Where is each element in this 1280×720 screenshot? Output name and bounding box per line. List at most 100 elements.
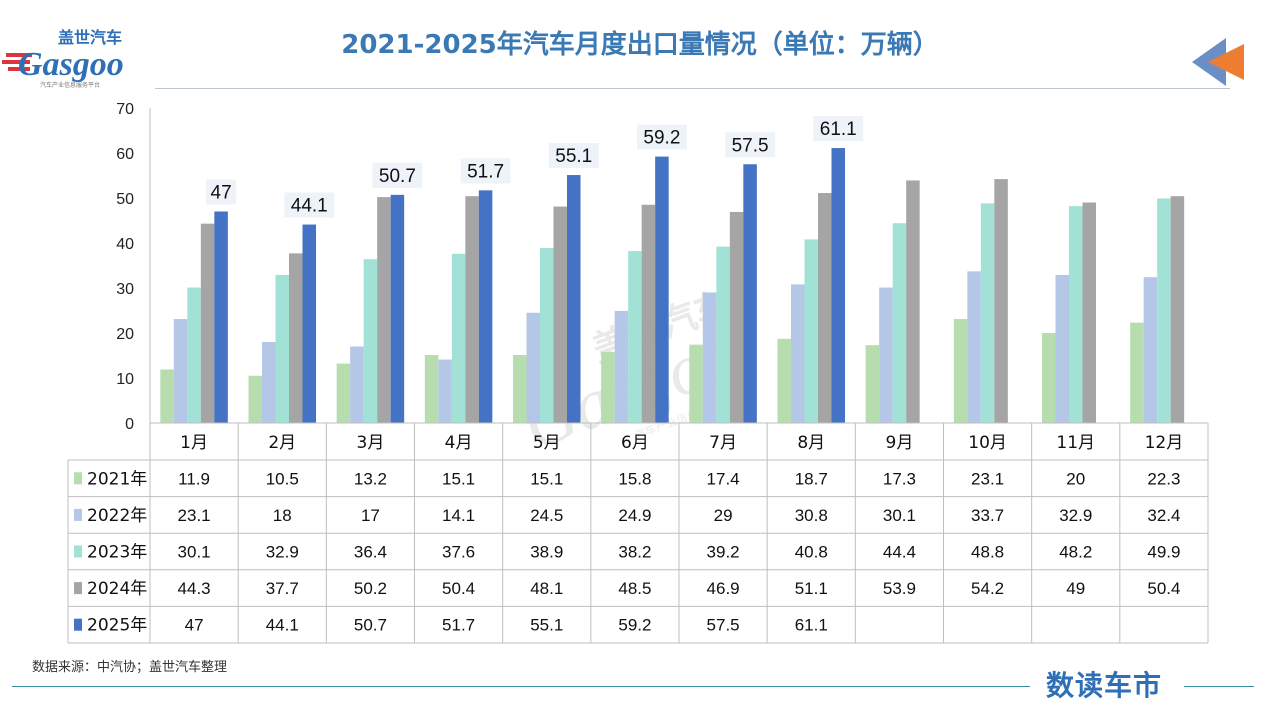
arrow-orange-part [1208,44,1244,80]
bar-2021年-6月 [601,351,615,423]
bar-2025年-1月 [214,211,228,423]
y-tick-label: 40 [116,236,134,253]
y-tick-label: 50 [116,191,134,208]
table-cell: 38.2 [618,543,651,562]
bar-2023年-1月 [187,287,201,423]
table-cell: 37.7 [266,579,299,598]
y-tick-label: 60 [116,146,134,163]
y-tick-label: 10 [116,371,134,388]
bar-2023年-4月 [451,253,466,423]
table-cell: 32.9 [266,543,299,562]
bar-2023年-12月 [1157,198,1171,423]
data-label-2025-1月: 47 [211,183,232,204]
table-cell: 13.2 [354,469,387,488]
table-cell: 18.7 [795,469,828,488]
table-cell: 51.7 [442,616,475,635]
table-cell: 48.5 [618,579,651,598]
data-label-2025-6月: 59.2 [643,128,680,149]
bar-2024年-9月 [906,180,920,423]
table-cell: 17.4 [707,469,740,488]
bar-2023年-3月 [363,259,378,423]
x-tick-label-7月: 7月 [709,433,737,453]
data-label-bg [372,162,423,188]
bar-2022年-1月 [173,319,188,423]
table-cell: 32.9 [1059,506,1092,525]
footer-divider-left [12,686,1030,687]
data-label-2025-2月: 44.1 [291,196,328,217]
bar-2021年-7月 [689,344,703,423]
table-cell: 40.8 [795,543,828,562]
table-cell: 30.1 [178,543,211,562]
table-cell: 11.9 [178,469,210,488]
data-source-note: 数据来源：中汽协；盖世汽车整理 [32,660,228,675]
y-tick-label: 70 [116,101,134,118]
x-tick-label-12月: 12月 [1145,433,1184,453]
bar-2023年-8月 [804,239,818,423]
bar-2024年-2月 [289,253,303,423]
data-label-2025-4月: 51.7 [467,161,504,182]
table-cell: 44.3 [178,579,211,598]
bar-2022年-11月 [1055,274,1069,423]
table-cell: 54.2 [971,579,1004,598]
bar-2021年-10月 [953,319,968,423]
bar-2021年-9月 [865,345,880,423]
table-cell: 20 [1066,469,1085,488]
bar-2023年-9月 [892,223,907,423]
bar-2023年-10月 [980,203,995,423]
table-cell: 22.3 [1147,469,1180,488]
table-cell: 30.8 [795,506,828,525]
data-label-bg [636,124,687,150]
x-tick-label-3月: 3月 [357,433,385,453]
table-cell: 51.1 [795,579,828,598]
bar-2024年-11月 [1082,202,1096,423]
table-cell: 15.1 [530,469,563,488]
bar-2024年-6月 [641,204,656,423]
x-tick-label-10月: 10月 [968,433,1007,453]
table-cell: 10.5 [266,469,299,488]
table-cell: 32.4 [1147,506,1180,525]
table-cell: 30.1 [883,506,916,525]
bar-2025年-5月 [567,175,581,423]
data-label-bg [284,192,335,218]
data-label-2025-7月: 57.5 [732,135,769,156]
bar-2023年-7月 [716,246,730,423]
table-cell: 33.7 [971,506,1004,525]
bar-2022年-7月 [702,292,717,423]
table-cell: 50.7 [354,616,387,635]
table-cell: 46.9 [707,579,740,598]
x-tick-label-8月: 8月 [797,433,825,453]
x-tick-label-11月: 11月 [1056,433,1095,453]
chart-title: 2021-2025年汽车月度出口量情况（单位：万辆） [341,30,939,60]
table-cell: 48.8 [971,543,1004,562]
bar-2023年-5月 [540,247,554,423]
legend-label-2023年: 2023年 [87,543,147,563]
table-cell: 59.2 [618,616,651,635]
data-label-bg [813,116,864,142]
bar-2021年-3月 [336,363,351,423]
table-cell: 14.1 [442,506,475,525]
bar-2025年-2月 [302,224,316,423]
bar-2022年-9月 [879,287,893,423]
bar-2023年-11月 [1069,206,1083,423]
bar-2021年-4月 [424,355,439,423]
bar-2021年-12月 [1130,322,1144,423]
bar-2022年-3月 [350,346,364,423]
table-cell: 49.9 [1147,543,1180,562]
brand-tag: 数读车市 [1046,669,1163,702]
table-cell: 44.4 [883,543,916,562]
table-cell: 53.9 [883,579,916,598]
bar-2022年-10月 [967,271,981,423]
logo-en-text: Gasgoo [18,46,124,83]
bar-2024年-12月 [1170,196,1185,423]
y-tick-label: 20 [116,326,134,343]
table-cell: 24.9 [618,506,651,525]
table-cell: 17.3 [883,469,916,488]
table-cell: 47 [185,616,204,635]
bar-2023年-6月 [628,251,642,423]
table-cell: 50.2 [354,579,387,598]
legend-key-2024年 [74,582,82,595]
header-divider [155,88,1230,89]
table-cell: 44.1 [266,616,299,635]
bar-2021年-2月 [248,375,262,423]
